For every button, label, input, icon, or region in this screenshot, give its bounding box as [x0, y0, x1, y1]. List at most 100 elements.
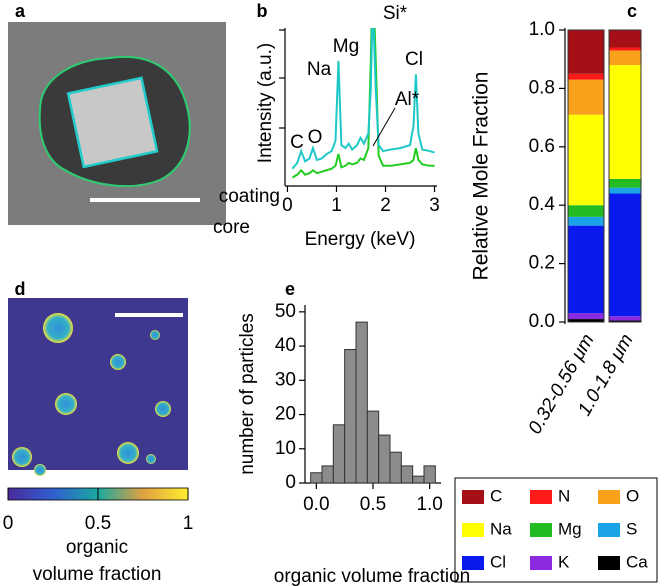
histogram-bar	[344, 349, 357, 484]
bar-outline	[567, 29, 605, 323]
y-axis-b	[279, 28, 437, 187]
y-tick-label: 50	[275, 301, 296, 322]
legend-swatch	[598, 523, 620, 537]
y-tick-label: 1.0	[529, 19, 555, 40]
colorbar-tick-label: 0.5	[85, 513, 111, 534]
legend-swatch	[530, 556, 552, 570]
bar-segment	[609, 65, 641, 179]
bar-segment	[609, 187, 641, 194]
legend-label: coating	[219, 186, 280, 207]
legend-label: O	[626, 486, 639, 505]
histogram-bar	[321, 465, 334, 484]
bar-segment	[568, 216, 604, 226]
legend-swatch	[462, 490, 484, 504]
bar-segment	[609, 50, 641, 66]
histogram-bar	[412, 475, 425, 484]
y-axis-label: Intensity (a.u.)	[255, 43, 276, 163]
spectrum-line	[291, 28, 435, 170]
legend-label: Na	[490, 519, 512, 538]
legend-label: core	[213, 217, 250, 238]
panel-label: a	[15, 1, 26, 21]
histogram-bar	[378, 434, 391, 484]
x-tick-label: 0	[282, 195, 293, 216]
bar-segment	[568, 114, 604, 206]
y-tick-label: 0	[285, 472, 296, 493]
legend-swatch	[598, 490, 620, 504]
bar-segment	[609, 30, 641, 48]
legend-swatch	[598, 556, 620, 570]
bar-segment	[609, 178, 641, 188]
x-axis-label: organic volume fraction	[274, 566, 470, 586]
panel-label: b	[257, 1, 268, 21]
legend-swatch	[462, 523, 484, 537]
y-tick-label: 20	[275, 404, 296, 425]
y-tick-label: 0.4	[529, 194, 556, 215]
x-tick-label: 1.0	[416, 494, 442, 515]
peak-label: Si*	[383, 3, 408, 24]
histogram-bar	[389, 451, 402, 484]
y-tick-label: 0.2	[529, 253, 555, 274]
peak-label: Mg	[333, 36, 359, 57]
bar-segment	[609, 320, 641, 322]
x-tick-label: 0.0	[303, 494, 329, 515]
legend-label: C	[490, 486, 502, 505]
bar-segment	[568, 30, 604, 74]
panel-label: e	[285, 279, 295, 299]
peak-label: Cl	[405, 49, 423, 70]
y-tick-label: 10	[275, 438, 296, 459]
legend-label: N	[558, 486, 570, 505]
histogram-bar	[355, 321, 368, 484]
x-axis-label: Energy (keV)	[305, 229, 416, 250]
peak-label: C	[290, 132, 304, 153]
peak-label: Na	[307, 59, 332, 80]
bar-outline	[608, 29, 642, 323]
colorbar-label: organic	[66, 537, 128, 558]
organic-map	[7, 298, 189, 501]
y-axis-label: Relative Mole Fraction	[470, 72, 493, 281]
sem-image	[8, 22, 226, 225]
bar-segment	[609, 47, 641, 51]
bar-segment	[568, 73, 604, 80]
legend-swatch	[530, 523, 552, 537]
peak-label: Al*	[395, 89, 420, 110]
y-tick-label: 30	[275, 369, 296, 390]
spectrum-line	[291, 28, 435, 179]
legend-label: Ca	[626, 552, 648, 571]
legend-swatch	[462, 556, 484, 570]
histogram-bar	[400, 465, 414, 484]
y-axis-label: number of particles	[237, 313, 258, 475]
histogram-bar	[366, 410, 380, 484]
panel-label: d	[15, 279, 26, 299]
legend-label: Cl	[490, 552, 506, 571]
x-tick-label: 2	[380, 195, 391, 216]
bar-segment	[609, 316, 641, 321]
annotation-pointer	[372, 107, 396, 147]
y-tick-label: 0.8	[529, 77, 555, 98]
bar-segment	[609, 193, 641, 317]
legend-swatch	[530, 490, 552, 504]
bar-segment	[568, 225, 604, 314]
bar-segment	[568, 319, 604, 322]
bar-segment	[568, 313, 604, 320]
y-tick-label: 0.0	[529, 311, 555, 332]
x-tick-label: 1	[331, 195, 342, 216]
y-tick-label: 0.6	[529, 136, 555, 157]
colorbar-tick-label: 1	[183, 513, 194, 534]
x-tick-label: 3	[429, 195, 440, 216]
peak-label: O	[308, 127, 323, 148]
legend-label: S	[626, 519, 637, 538]
legend-box	[454, 477, 658, 583]
colorbar-tick-label: 0	[3, 513, 14, 534]
legend-label: Mg	[558, 519, 582, 538]
histogram-bar	[423, 465, 436, 484]
panel-label: c	[627, 1, 637, 21]
y-tick-label: 40	[275, 335, 296, 356]
legend-label: K	[558, 552, 570, 571]
bar-segment	[568, 79, 604, 115]
bar-segment	[568, 205, 604, 217]
histogram-bar	[310, 472, 323, 484]
x-tick-label: 0.5	[360, 494, 386, 515]
colorbar-label: volume fraction	[33, 564, 162, 585]
